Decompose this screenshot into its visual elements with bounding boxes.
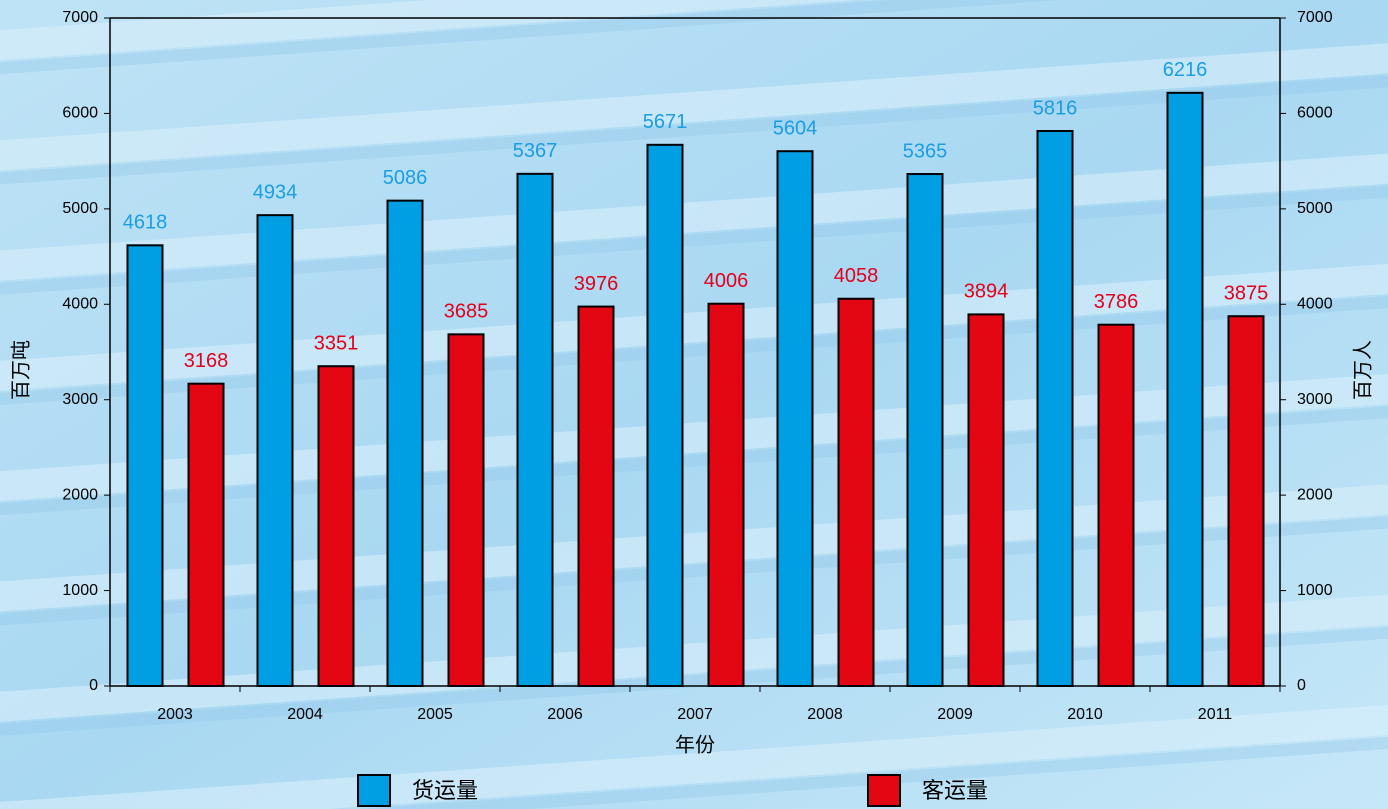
y2-tick-label: 1000 [1297,582,1333,599]
bar [449,334,484,686]
bar [1038,131,1073,686]
value-label: 5604 [773,117,818,139]
y2-tick-label: 0 [1297,677,1306,694]
value-label: 3351 [314,333,359,355]
bar [839,299,874,686]
value-label: 5365 [903,140,948,162]
value-label: 4006 [704,270,749,292]
value-label: 3786 [1094,291,1139,313]
value-label: 3168 [184,350,229,372]
x-tick-label: 2003 [157,706,193,723]
value-label: 5086 [383,167,428,189]
bar [189,384,224,686]
legend-swatch [868,775,900,806]
y2-tick-label: 4000 [1297,296,1333,313]
value-label: 4618 [123,212,168,234]
bar [709,304,744,686]
legend-swatch [358,775,390,806]
bar [778,151,813,686]
y-tick-label: 4000 [62,296,98,313]
bar [319,366,354,686]
value-label: 5816 [1033,97,1078,119]
bar [1229,316,1264,686]
legend-label: 货运量 [412,778,478,803]
x-tick-label: 2008 [807,706,843,723]
bar [1099,325,1134,686]
x-tick-label: 2011 [1198,706,1233,723]
y2-axis-label: 百万人 [1351,340,1374,400]
y-tick-label: 0 [89,677,98,694]
bar [969,314,1004,686]
y2-tick-label: 6000 [1297,105,1333,122]
y-tick-label: 5000 [62,200,98,217]
bar [258,215,293,686]
y-tick-label: 3000 [62,391,98,408]
value-label: 3685 [444,301,489,323]
value-label: 3976 [574,273,619,295]
x-tick-label: 2005 [417,706,453,723]
bar [128,245,163,686]
value-label: 3875 [1224,282,1269,304]
bar [1168,93,1203,686]
value-label: 4058 [834,265,879,287]
page: 百万吨 百万人 年份 0 1000 2000 3000 4000 5000 6000 7000… [0,0,1388,809]
bar [579,307,614,686]
y2-tick-label: 5000 [1297,200,1333,217]
y2-tick-label: 7000 [1297,9,1333,26]
bar [648,145,683,686]
x-tick-label: 2007 [677,706,713,723]
y-axis-label: 百万吨 [9,340,32,400]
y2-tick-label: 2000 [1297,486,1333,503]
value-label: 6216 [1163,59,1208,81]
x-tick-label: 2004 [287,706,323,723]
x-axis-label: 年份 [675,733,715,756]
x-tick-label: 2006 [547,706,583,723]
y-tick-label: 1000 [62,582,98,599]
value-label: 5367 [513,140,558,162]
y-tick-label: 7000 [62,9,98,26]
value-label: 3894 [964,281,1009,303]
bar [388,201,423,686]
y-tick-label: 6000 [62,105,98,122]
bar [908,174,943,686]
chart: 百万吨 百万人 年份 0 1000 2000 3000 4000 5000 6000 7000… [0,0,1388,809]
value-label: 4934 [253,181,298,203]
legend-label: 客运量 [922,778,988,803]
x-tick-label: 2010 [1067,706,1103,723]
bar [518,174,553,686]
y-tick-label: 2000 [62,486,98,503]
y2-tick-label: 3000 [1297,391,1333,408]
value-label: 5671 [643,111,688,133]
x-tick-label: 2009 [937,706,973,723]
